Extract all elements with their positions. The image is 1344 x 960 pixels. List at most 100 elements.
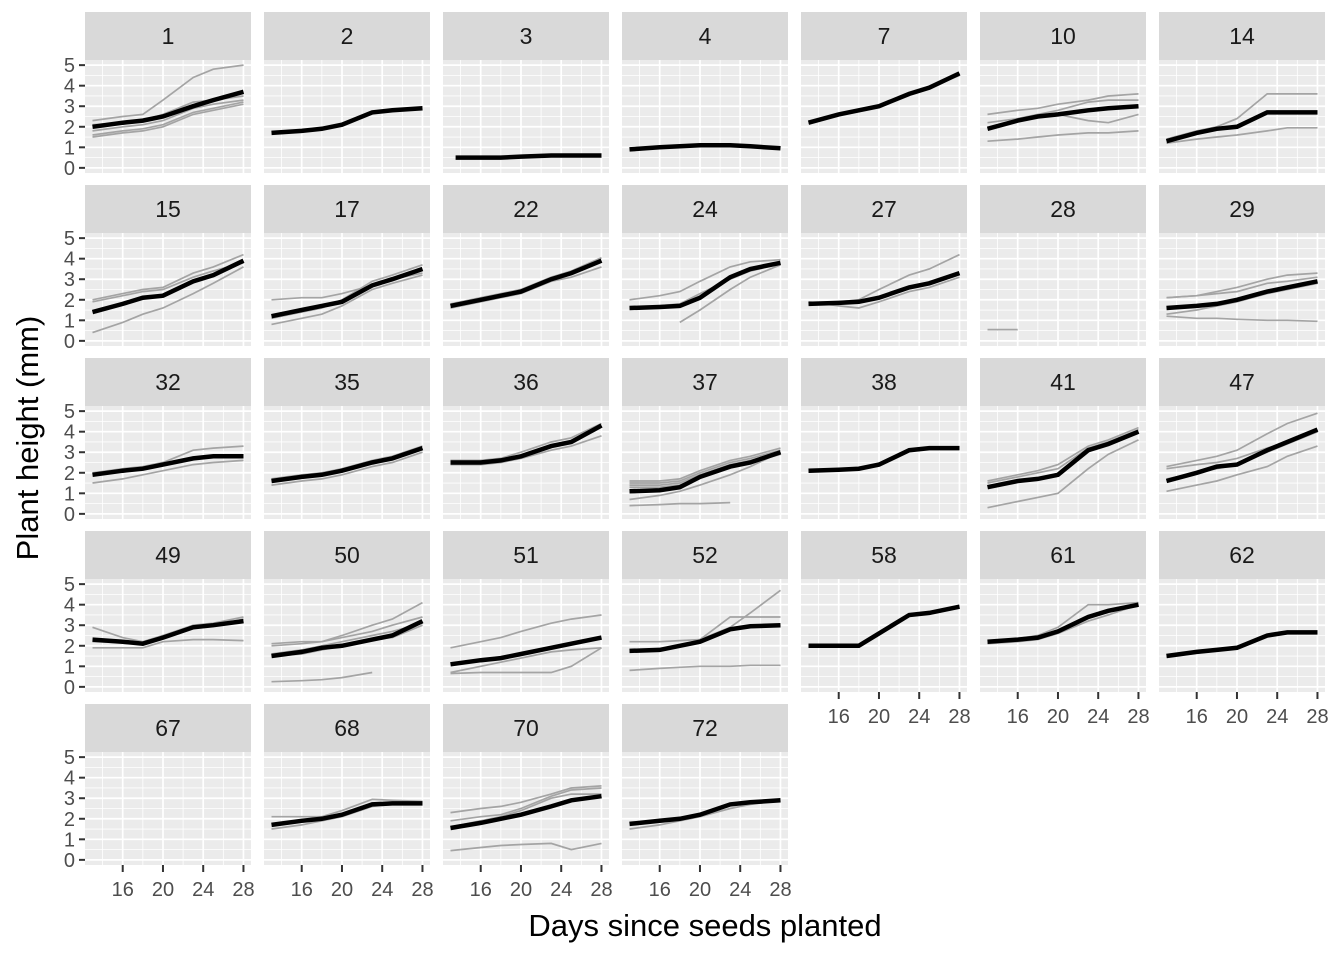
plant-height-line: [92, 99, 244, 132]
facet-strip: [622, 358, 788, 406]
plant-height-line: [450, 647, 602, 675]
x-tick-label: 24: [729, 879, 751, 901]
facet-panel-61: 61 16 20 24 28: [980, 531, 1150, 728]
facet-panel-68: 68 16 20 24 28: [264, 704, 434, 901]
plant-height-line: [92, 103, 244, 138]
y-tick-label: 5: [64, 228, 75, 250]
x-tick-label: 20: [689, 879, 711, 901]
facet-strip: [1159, 185, 1325, 233]
x-tick-label: 20: [1047, 706, 1069, 728]
facet-panel-51: 51: [443, 531, 609, 692]
facet-strip: [980, 531, 1146, 579]
x-tick-label: 20: [510, 879, 532, 901]
y-tick-label: 5: [64, 401, 75, 423]
mean-height-line: [92, 618, 244, 646]
y-tick-label: 5: [64, 574, 75, 596]
facet-strip-label: 38: [871, 369, 897, 395]
facet-strip-label: 28: [1050, 196, 1076, 222]
facet-strip: [980, 185, 1146, 233]
mean-height-line: [91, 258, 245, 315]
facet-strip-label: 22: [513, 196, 539, 222]
plant-height-line: [92, 266, 244, 334]
x-tick-label: 16: [649, 879, 671, 901]
plant-height-line: [1166, 412, 1318, 468]
facet-panel-62: 62 16 20 24 28: [1159, 531, 1329, 728]
facet-strip-label: 49: [155, 542, 181, 568]
facet-panel-3: 3: [443, 12, 609, 173]
mean-height-line: [271, 266, 424, 319]
facet-strip-label: 62: [1229, 542, 1255, 568]
x-tick-label: 20: [1226, 706, 1248, 728]
facet-strip-label: 27: [871, 196, 897, 222]
facet-strip: [1159, 358, 1325, 406]
y-axis-title: Plant height (mm): [10, 315, 45, 561]
facet-strip-label: 35: [334, 369, 360, 395]
mean-height-line: [450, 423, 603, 465]
facet-strip: [980, 358, 1146, 406]
facet-strip: [443, 358, 609, 406]
mean-height-line: [629, 260, 781, 311]
facet-strip: [622, 704, 788, 752]
plant-height-line: [1166, 315, 1318, 323]
facet-panel-2: 2: [264, 12, 430, 173]
mean-height-line: [629, 622, 781, 654]
facet-strip: [85, 531, 251, 579]
facet-panel-10: 10: [980, 12, 1146, 173]
mean-height-line: [629, 143, 781, 152]
plant-height-line: [271, 274, 423, 326]
facet-strip-label: 37: [692, 369, 718, 395]
facet-strip-label: 41: [1050, 369, 1076, 395]
facet-strip-label: 29: [1229, 196, 1255, 222]
mean-height-line: [987, 602, 1139, 644]
x-tick-label: 28: [411, 879, 433, 901]
plant-height-line: [1166, 445, 1318, 493]
facet-panel-14: 14: [1159, 12, 1325, 173]
facet-panel-24: 24: [622, 185, 788, 346]
plant-height-line: [450, 842, 602, 852]
facet-strip: [264, 12, 430, 60]
x-tick-label: 16: [1186, 706, 1208, 728]
facet-panel-17: 17: [264, 185, 430, 346]
facet-strip: [801, 531, 967, 579]
mean-height-line: [808, 270, 961, 307]
facet-strip: [443, 12, 609, 60]
plant-height-line: [92, 459, 244, 484]
facet-strip-label: 17: [334, 196, 360, 222]
facet-panel-38: 38: [801, 358, 967, 519]
facet-strip: [1159, 12, 1325, 60]
facet-panel-27: 27: [801, 185, 967, 346]
x-tick-label: 16: [470, 879, 492, 901]
x-tick-label: 20: [868, 706, 890, 728]
y-tick-label: 3: [64, 269, 75, 291]
y-tick-label: 2: [64, 117, 75, 139]
facet-strip-label: 50: [334, 542, 360, 568]
y-tick-label: 0: [64, 850, 75, 872]
y-tick-label: 1: [64, 483, 75, 505]
plant-height-line: [92, 64, 244, 122]
mean-height-line: [271, 801, 423, 828]
mean-height-line: [271, 445, 424, 484]
plant-height-line: [92, 261, 244, 303]
plant-height-line: [987, 130, 1139, 143]
facet-strip-label: 51: [513, 542, 539, 568]
plant-height-line: [629, 664, 781, 672]
y-tick-label: 4: [64, 76, 75, 98]
mean-height-line: [450, 258, 603, 309]
x-axis-title: Days since seeds planted: [528, 908, 882, 943]
plant-height-line: [271, 671, 373, 683]
y-tick-label: 1: [64, 137, 75, 159]
facet-strip: [264, 531, 430, 579]
facet-strip-label: 61: [1050, 542, 1076, 568]
facet-strip-label: 70: [513, 715, 539, 741]
y-tick-label: 4: [64, 595, 75, 617]
x-tick-label: 28: [590, 879, 612, 901]
plant-height-line: [808, 276, 960, 309]
plant-height-line: [92, 101, 244, 136]
plant-height-line: [450, 646, 602, 674]
mean-height-line: [450, 793, 602, 831]
plant-height-line: [92, 253, 244, 301]
mean-height-line: [92, 454, 244, 478]
plant-height-line: [629, 501, 731, 507]
y-tick-label: 2: [64, 809, 75, 831]
